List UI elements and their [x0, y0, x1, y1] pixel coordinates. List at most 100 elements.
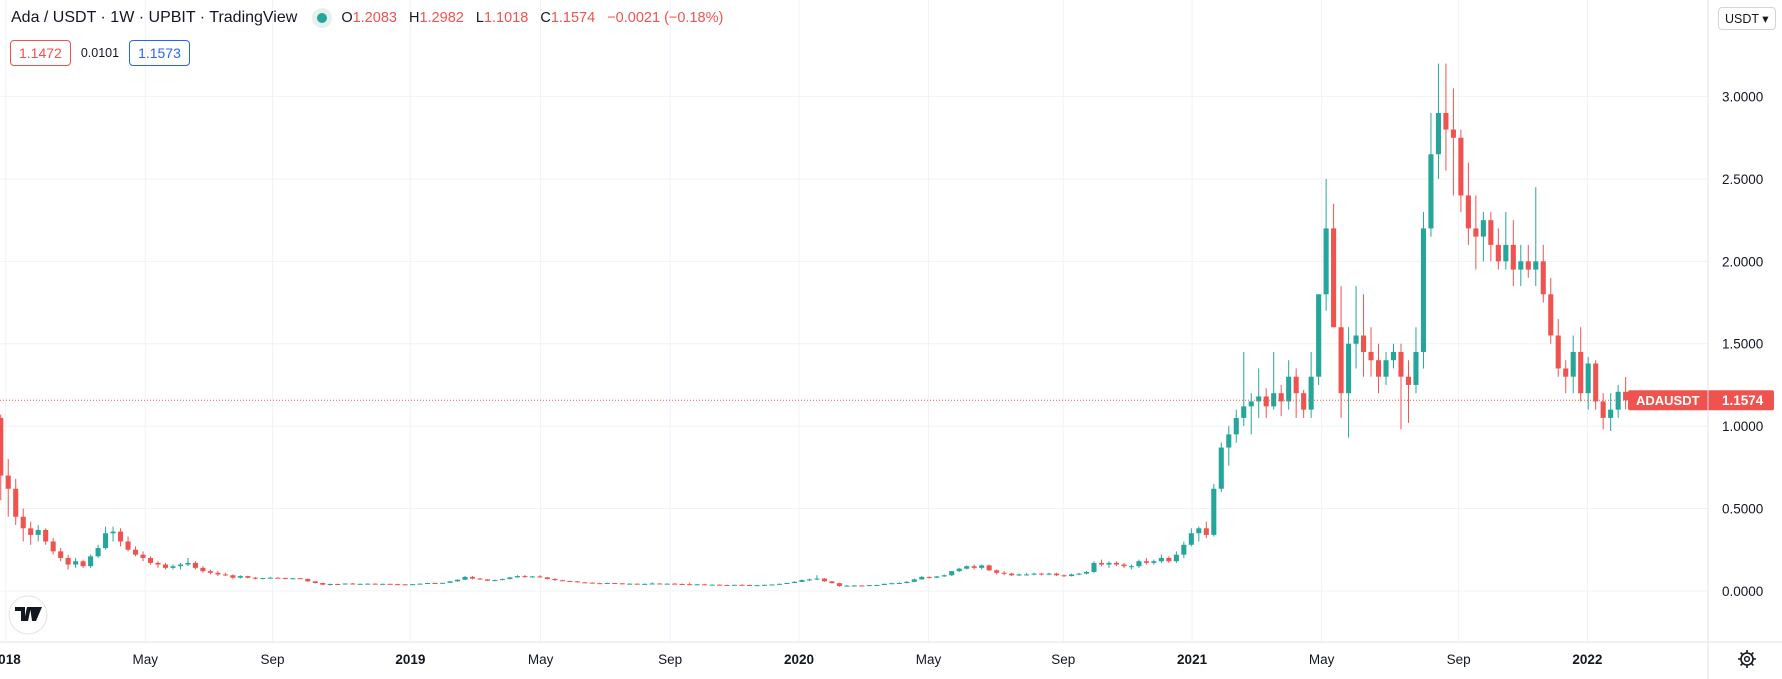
candle-body: [799, 580, 805, 582]
open-label: O: [341, 10, 353, 26]
candle-body: [267, 577, 273, 579]
candle-body: [1211, 488, 1217, 535]
candle-body: [589, 582, 595, 584]
candle-body: [776, 583, 783, 585]
candle-body: [836, 583, 842, 586]
candle-body: [1076, 573, 1082, 575]
tv-logo[interactable]: [8, 595, 48, 635]
candle-body: [417, 583, 423, 585]
candle-body: [1420, 228, 1427, 352]
candle-body: [260, 578, 266, 580]
symbol-title[interactable]: Ada / USDT · 1W · UPBIT · TradingView: [11, 9, 298, 26]
candle-body: [1570, 351, 1576, 377]
candle-body: [1128, 566, 1134, 568]
candle-body: [1383, 360, 1389, 377]
candle-body: [1608, 409, 1614, 418]
candle-body: [1061, 575, 1067, 577]
candle-body: [1091, 562, 1097, 572]
high-label: H: [408, 10, 420, 26]
candle-body: [1585, 363, 1591, 394]
candle-body: [529, 576, 535, 578]
candle-body: [1443, 113, 1449, 130]
price-label-box: [1628, 390, 1774, 411]
candle-body: [365, 583, 371, 585]
candle-body: [866, 585, 872, 587]
candle-body: [1510, 244, 1516, 270]
candle-body: [746, 584, 753, 586]
candle-body: [1323, 228, 1329, 295]
x-tick-label: May: [916, 652, 942, 667]
candle-body: [979, 565, 985, 568]
candle-body: [1398, 351, 1404, 377]
x-tick-label: May: [133, 652, 159, 667]
candle-body: [1083, 571, 1090, 574]
candle-body: [118, 531, 124, 542]
change-pct: (−0.18%): [664, 10, 724, 26]
candle-body: [559, 580, 565, 582]
candle-body: [290, 578, 296, 580]
candle-body: [1151, 561, 1157, 563]
market-status[interactable]: [317, 13, 328, 23]
candle-body: [1593, 363, 1599, 402]
candle-body: [215, 572, 221, 575]
candle-body: [604, 583, 610, 585]
candle-body: [230, 575, 236, 578]
candle-body: [1458, 137, 1464, 196]
candle-body: [192, 562, 198, 568]
candle-body: [207, 571, 213, 573]
candle-body: [1173, 554, 1179, 562]
currency: USDT: [1725, 12, 1759, 26]
candle-body: [177, 564, 184, 567]
candle-body: [1188, 533, 1194, 545]
candle-body: [1136, 561, 1142, 567]
candle-body: [964, 566, 970, 569]
candle-body: [35, 529, 41, 535]
candle-body: [372, 583, 378, 585]
x-tick-label: Sep: [1447, 652, 1471, 667]
candle-body: [28, 528, 34, 535]
y-tick-label: 2.5000: [1722, 172, 1763, 187]
candle-body: [911, 579, 917, 582]
candle-body: [672, 583, 678, 585]
candle-body: [80, 561, 86, 567]
candle-body: [874, 584, 880, 586]
candle-body: [327, 583, 333, 585]
candle-body: [904, 581, 910, 584]
buy-price[interactable]: 1.1573: [129, 40, 190, 66]
candle-body: [410, 584, 416, 586]
candles: [0, 63, 1629, 587]
candle-body: [1106, 562, 1112, 565]
candle-body: [1054, 573, 1060, 576]
candle-body: [1308, 376, 1314, 410]
candle-body: [934, 576, 940, 578]
candle-body: [806, 579, 812, 581]
settings-icon[interactable]: [1738, 650, 1756, 668]
candle-body: [881, 583, 887, 585]
candle-body: [1226, 434, 1232, 448]
candle-body: [642, 583, 648, 585]
overlay: ADAUSDT 1.1574: [0, 390, 1774, 411]
candle-body: [754, 585, 760, 587]
candle-body: [1316, 294, 1322, 377]
candle-body: [402, 584, 408, 586]
candle-body: [1435, 113, 1441, 155]
candle-body: [1600, 401, 1606, 418]
price-label-value: 1.1574: [1722, 393, 1764, 408]
candle-body: [1428, 154, 1434, 229]
candle-body: [1390, 351, 1397, 361]
candle-body: [1263, 396, 1269, 407]
candle-body: [1405, 376, 1412, 385]
candle-body: [791, 581, 798, 584]
candle-body: [1166, 557, 1172, 562]
candle-body: [252, 577, 258, 579]
candle-body: [454, 579, 461, 582]
currency-select[interactable]: USDT ▾: [1718, 7, 1776, 30]
candle-body: [1615, 391, 1621, 410]
candle-body: [1293, 376, 1299, 394]
candle-body: [514, 576, 520, 578]
sell-price[interactable]: 1.1472: [10, 40, 71, 66]
candle-body: [73, 561, 79, 565]
low-value: 1.1018: [483, 10, 529, 26]
candle-body: [1196, 528, 1202, 534]
